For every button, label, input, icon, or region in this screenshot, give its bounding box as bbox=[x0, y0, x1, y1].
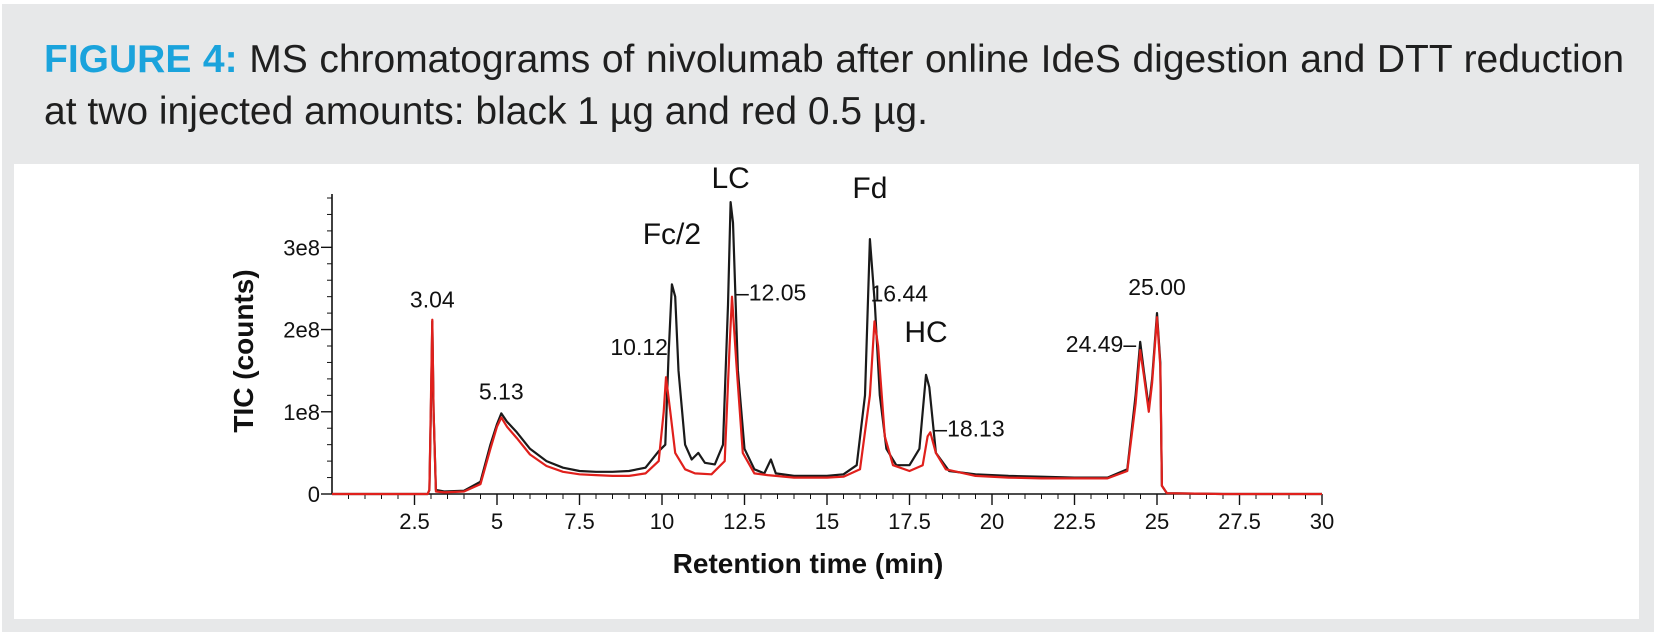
x-tick-label: 27.5 bbox=[1218, 509, 1261, 534]
x-tick-label: 20 bbox=[980, 509, 1004, 534]
figure-label: FIGURE 4: bbox=[44, 38, 238, 81]
series-layer bbox=[332, 201, 1322, 496]
series-line-black-1ug bbox=[332, 201, 1322, 496]
x-tick-label: 15 bbox=[815, 509, 839, 534]
x-tick-label: 12.5 bbox=[723, 509, 766, 534]
peak-label: –18.13 bbox=[934, 415, 1004, 441]
peak-label: 24.49– bbox=[1066, 331, 1137, 357]
figure-caption-text: MS chromatograms of nivolumab after onli… bbox=[44, 38, 1625, 133]
labels-layer: Retention time (min) TIC (counts) 3.04 5.… bbox=[228, 164, 1186, 579]
fragment-label: Fd bbox=[852, 172, 887, 205]
y-tick-label: 1e8 bbox=[283, 400, 320, 425]
peak-label: 10.12 bbox=[610, 334, 668, 360]
peak-label: 25.00 bbox=[1128, 274, 1186, 300]
chart-panel: 2.5 5 7.5 10 12.5 15 17.5 20 22.5 25 27.5 30 0 1e8 2e8… bbox=[14, 164, 1639, 619]
fragment-label: Fc/2 bbox=[643, 218, 701, 251]
x-tick-label: 7.5 bbox=[564, 509, 595, 534]
y-tick-label: 3e8 bbox=[283, 235, 320, 260]
x-tick-label: 10 bbox=[650, 509, 674, 534]
peak-label: 3.04 bbox=[410, 286, 455, 312]
fragment-label: LC bbox=[711, 164, 749, 195]
x-tick-label: 30 bbox=[1310, 509, 1334, 534]
x-axis-title: Retention time (min) bbox=[673, 548, 944, 579]
y-tick-label: 0 bbox=[308, 482, 320, 507]
series-line-red-0-5ug bbox=[332, 295, 1322, 496]
x-tick-label: 17.5 bbox=[888, 509, 931, 534]
x-tick-label: 2.5 bbox=[399, 509, 430, 534]
axes: 2.5 5 7.5 10 12.5 15 17.5 20 22.5 25 27.5 30 0 1e8 2e8… bbox=[283, 194, 1334, 534]
x-tick-label: 22.5 bbox=[1053, 509, 1096, 534]
chromatogram-chart: 2.5 5 7.5 10 12.5 15 17.5 20 22.5 25 27.5 30 0 1e8 2e8… bbox=[228, 164, 1334, 579]
y-tick-label: 2e8 bbox=[283, 318, 320, 343]
x-tick-label: 25 bbox=[1145, 509, 1169, 534]
x-tick-label: 5 bbox=[491, 509, 503, 534]
figure-caption: FIGURE 4: MS chromatograms of nivolumab … bbox=[44, 34, 1624, 138]
peak-label: 5.13 bbox=[479, 378, 524, 404]
y-axis-title: TIC (counts) bbox=[228, 269, 259, 432]
peak-label: –12.05 bbox=[736, 280, 806, 306]
peak-label: 16.44 bbox=[871, 280, 929, 306]
fragment-label: HC bbox=[904, 316, 947, 349]
